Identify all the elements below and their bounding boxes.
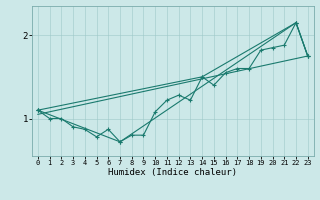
X-axis label: Humidex (Indice chaleur): Humidex (Indice chaleur) (108, 168, 237, 177)
